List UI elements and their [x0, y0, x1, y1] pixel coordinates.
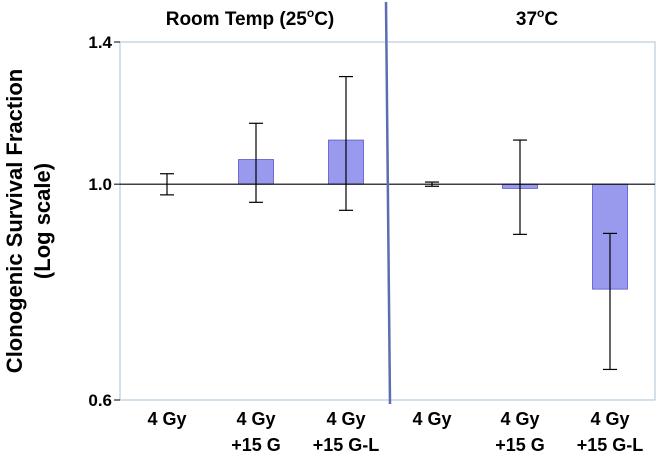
panel-divider	[384, 1, 392, 405]
x-category-label-line2: +15 G-L	[577, 435, 644, 455]
x-category-label-line1: 4 Gy	[147, 409, 186, 429]
panel-title-main: Room Temp (25	[166, 9, 308, 30]
panel-title: Room Temp (25oC)	[166, 6, 335, 30]
x-category-label-line1: 4 Gy	[326, 409, 365, 429]
x-category-label-line1: 4 Gy	[590, 409, 629, 429]
bars	[238, 139, 628, 290]
y-axis-label-line: Clonogenic Survival Fraction	[2, 69, 27, 373]
y-tick-label: 1.0	[88, 175, 112, 194]
x-axis-labels: 4 Gy 4 Gy +15 G 4 Gy +15 G-L 4 Gy 4 Gy +15 G 4 G…	[147, 409, 643, 455]
y-axis-ticks: 0.6 1.0 1.4	[88, 33, 120, 410]
x-category-label-line2: +15 G	[231, 435, 281, 455]
panel-title-end: C)	[314, 9, 334, 30]
x-category-label-line1: 4 Gy	[412, 409, 451, 429]
y-tick-label: 0.6	[88, 391, 112, 410]
panel-title-superscript: o	[307, 6, 314, 20]
panel-title-end: C	[544, 9, 558, 30]
y-axis-label-line: (Log scale)	[30, 163, 55, 279]
panel-divider-group	[384, 1, 392, 405]
x-category-label-line2: +15 G	[495, 435, 545, 455]
error-bars	[160, 75, 617, 371]
panel-title: 37oC	[516, 6, 558, 30]
panel-titles: Room Temp (25oC) 37oC	[166, 6, 559, 30]
x-category-label-line1: 4 Gy	[500, 409, 539, 429]
y-tick-label: 1.4	[88, 33, 112, 52]
panel-title-main: 37	[516, 9, 537, 30]
x-category-label-line2: +15 G-L	[313, 435, 380, 455]
x-category-label-line1: 4 Gy	[236, 409, 275, 429]
panel-title-superscript: o	[537, 6, 544, 20]
y-axis-label: Clonogenic Survival Fraction (Log scale)	[2, 69, 55, 373]
